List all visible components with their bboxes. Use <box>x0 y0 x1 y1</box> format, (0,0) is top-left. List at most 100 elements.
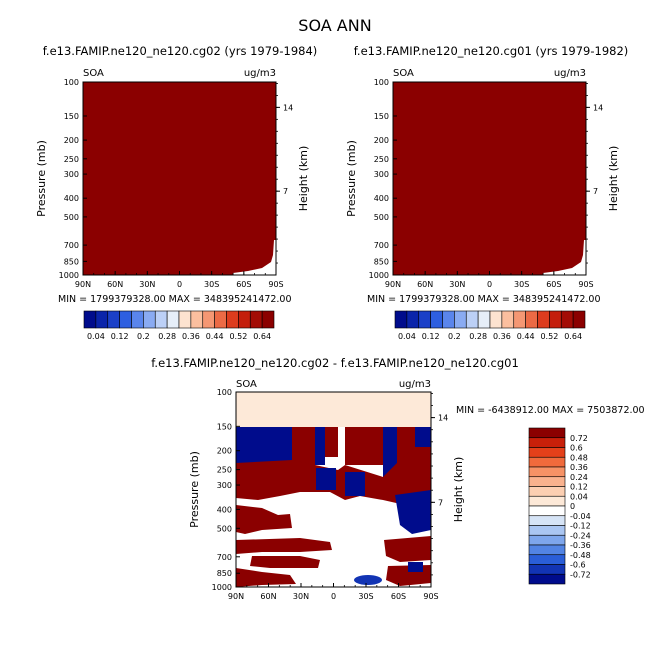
colorbar-swatch <box>528 544 566 556</box>
colorbar-swatch <box>528 525 566 536</box>
colorbar-swatch <box>560 310 574 329</box>
diff-red-patch <box>384 536 431 562</box>
panel-1-var-label: SOA <box>83 68 104 79</box>
y-tick-label: 850 <box>374 257 389 266</box>
y-tick-label: 250 <box>64 155 79 164</box>
axes-layer: 90N 60N 30N 0 30S 60S 90S 100 150 200 250 300 400 500… <box>35 78 620 601</box>
y2-axis-title: Height (km) <box>607 146 620 212</box>
colorbar-swatch <box>528 573 566 585</box>
colorbar-swatch <box>454 310 467 329</box>
x-tick-label: 60N <box>417 280 433 289</box>
y2-tick-label: 14 <box>438 414 448 423</box>
colorbar-swatch <box>430 310 443 329</box>
x-tick-label: 60N <box>107 280 123 289</box>
colorbar-label: 0.64 <box>564 332 582 341</box>
colorbar-swatch <box>528 515 566 526</box>
colorbar-label: -0.36 <box>570 541 591 550</box>
y2-tick-label: 14 <box>283 103 293 112</box>
panel-1-axes: 90N 60N 30N 0 30S 60S 90S 100 150 200 250 300 400 500… <box>35 78 310 289</box>
colorbar-swatch <box>572 310 586 329</box>
colorbar-label: 0.36 <box>493 332 511 341</box>
y-tick-label: 400 <box>374 194 389 203</box>
colorbar-swatch <box>119 310 132 329</box>
colorbar-swatch <box>202 310 215 329</box>
x-tick-label: 30N <box>293 592 309 601</box>
colorbar-swatch <box>528 486 566 497</box>
colorbar-label: -0.12 <box>570 522 591 531</box>
colorbar-swatch <box>525 310 538 329</box>
colorbar-swatch <box>528 466 566 478</box>
x-tick-label: 30S <box>358 592 373 601</box>
colorbar-label: 0.28 <box>158 332 176 341</box>
x-tick-label: 30S <box>204 280 219 289</box>
colorbar-swatch <box>178 310 192 329</box>
colorbar-swatch <box>528 456 566 468</box>
colorbar-swatch <box>190 310 204 329</box>
y-tick-label: 700 <box>374 241 389 250</box>
y-tick-label: 1000 <box>369 271 389 280</box>
colorbar-swatch <box>154 310 168 329</box>
diff-red-block <box>325 427 338 457</box>
colorbar-swatch <box>261 310 275 329</box>
colorbar-label: 0.12 <box>570 483 588 492</box>
colorbar-swatch <box>143 310 156 329</box>
y-tick-label: 250 <box>217 466 232 475</box>
colorbar-label: 0.04 <box>87 332 105 341</box>
panel-2-colorbar: 0.04 0.12 0.2 0.28 0.36 0.44 0.52 0.64 <box>394 310 586 341</box>
x-tick-label: 30S <box>514 280 529 289</box>
x-tick-label: 90N <box>228 592 244 601</box>
colorbar-label: 0.6 <box>570 444 583 453</box>
panel-2-units: ug/m3 <box>554 68 586 79</box>
x-tick-label: 0 <box>177 280 182 289</box>
panel-2-title: f.e13.FAMIP.ne120_ne120.cg01 (yrs 1979-1… <box>354 44 629 58</box>
colorbar-swatch <box>406 310 420 329</box>
colorbar-swatch <box>442 310 455 329</box>
x-tick-label: 60S <box>236 280 251 289</box>
colorbar-swatch <box>537 310 550 329</box>
x-tick-label: 60N <box>260 592 276 601</box>
y2-axis-title: Height (km) <box>452 457 465 523</box>
colorbar-swatch <box>238 310 251 329</box>
colorbar-swatch <box>394 310 408 329</box>
panel-1-plot <box>82 81 277 276</box>
colorbar-swatch <box>528 505 566 517</box>
colorbar-label: 0.24 <box>570 473 588 482</box>
colorbar-label: 0.52 <box>229 332 247 341</box>
panel-2-plot <box>392 81 587 276</box>
colorbar-label: 0.2 <box>137 332 150 341</box>
y-tick-label: 1000 <box>212 583 232 592</box>
y-tick-label: 850 <box>217 569 232 578</box>
x-tick-label: 90S <box>578 280 593 289</box>
colorbar-label: 0.64 <box>253 332 271 341</box>
y-tick-label: 100 <box>64 78 79 87</box>
panel-1-min-max: MIN = 1799379328.00 MAX = 348395241472.0… <box>58 294 292 305</box>
y-tick-label: 300 <box>217 481 232 490</box>
colorbar-swatch <box>95 310 109 329</box>
colorbar-swatch <box>513 310 526 329</box>
y-tick-label: 500 <box>217 524 232 533</box>
colorbar-swatch <box>107 310 120 329</box>
colorbar-swatch <box>528 427 566 439</box>
panel-2-min-max: MIN = 1799379328.00 MAX = 348395241472.0… <box>367 294 601 305</box>
colorbar-swatch <box>528 564 566 575</box>
panel-3-min-max: MIN = -6438912.00 MAX = 7503872.00 <box>456 405 645 416</box>
y2-tick-label: 7 <box>593 187 598 196</box>
y-tick-label: 850 <box>64 257 79 266</box>
colorbar-swatch <box>528 447 566 458</box>
x-tick-label: 90S <box>268 280 283 289</box>
y-tick-label: 100 <box>374 78 389 87</box>
panel-3-stratosphere-band <box>236 392 431 427</box>
panel-2-field <box>393 82 586 275</box>
panel-2-var-label: SOA <box>393 68 414 79</box>
y-axis-title: Pressure (mb) <box>35 140 48 217</box>
y-tick-label: 1000 <box>59 271 79 280</box>
colorbar-label: -0.04 <box>570 512 591 521</box>
colorbar-label: 0.04 <box>570 492 588 501</box>
diff-blue-block <box>315 427 325 465</box>
colorbar-swatch <box>226 310 239 329</box>
panel-3-title: f.e13.FAMIP.ne120_ne120.cg02 - f.e13.FAM… <box>151 356 519 370</box>
colorbar-swatch <box>166 310 180 329</box>
y2-tick-label: 14 <box>593 103 603 112</box>
panel-2-axes: 90N 60N 30N 0 30S 60S 90S 100 150 200 250 300 400 500… <box>345 78 620 289</box>
